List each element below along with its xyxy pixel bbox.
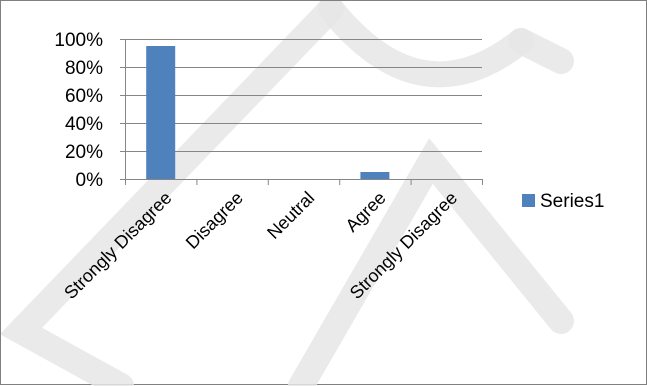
- axes: [120, 39, 483, 185]
- y-tick-label: 40%: [65, 114, 103, 135]
- legend-label: Series1: [540, 191, 604, 212]
- bar: [360, 172, 390, 179]
- grid-lines: [125, 39, 482, 152]
- bars: [146, 46, 390, 179]
- x-tick-label: Disagree: [182, 188, 247, 253]
- y-tick-label: 60%: [65, 86, 103, 107]
- y-tick-label: 100%: [54, 30, 103, 51]
- y-tick-label: 80%: [65, 58, 103, 79]
- legend-swatch: [522, 194, 535, 207]
- y-tick-label: 20%: [65, 142, 103, 163]
- y-tick-labels: 0% 20% 40% 60% 80% 100%: [54, 30, 103, 191]
- bar: [146, 46, 176, 179]
- y-tick-label: 0%: [76, 170, 104, 191]
- legend: Series1: [522, 191, 604, 212]
- x-tick-label: Neutral: [263, 188, 318, 243]
- x-tick-label: Strongly Disagree: [60, 188, 175, 303]
- watermark: [1, 1, 574, 386]
